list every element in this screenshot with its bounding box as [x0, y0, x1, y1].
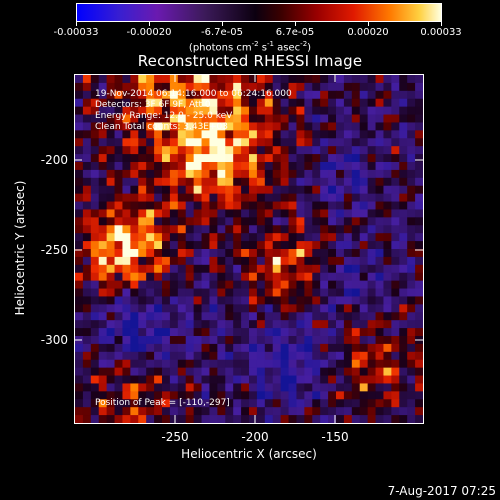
plot-title: Reconstructed RHESSI Image [137, 52, 363, 70]
colorbar-tick-label: -0.00020 [126, 27, 172, 38]
y-tick-label: -300 [40, 333, 68, 347]
annotation-time: 19-Nov-2014 06:14:16.000 to 06:24:16.000 [95, 89, 292, 99]
colorbar-ticks [76, 21, 442, 27]
colorbar-tick-label: 6.7e-05 [275, 27, 315, 38]
heatmap-canvas [75, 75, 423, 423]
colorbar [76, 3, 442, 22]
x-tick-label: -200 [241, 430, 269, 444]
x-tick-label: -150 [321, 430, 349, 444]
annotation-peak: Position of Peak = [-110,-297] [95, 398, 230, 408]
rhessi-image: 19-Nov-2014 06:14:16.000 to 06:24:16.000… [74, 74, 424, 424]
y-axis-label: Heliocentric Y (arcsec) [13, 180, 27, 316]
annotation-method: Clean Total counts: 3.43E+03 [95, 122, 228, 132]
colorbar-tick-label: 0.00033 [420, 27, 462, 38]
colorbar-tick-label: 0.00020 [347, 27, 389, 38]
annotation-energy: Energy Range: 12.0 - 25.0 keV [95, 111, 233, 121]
annotation-detectors: Detectors: 3F 6F 9F, Att 0 [95, 100, 211, 110]
x-tick-label: -250 [161, 430, 189, 444]
timestamp: 7-Aug-2017 07:25 [387, 484, 496, 498]
colorbar-units: (photons cm-2 s-1 asec-2) [188, 40, 312, 54]
x-axis-label: Heliocentric X (arcsec) [181, 447, 317, 461]
y-tick-label: -250 [40, 243, 68, 257]
colorbar-tick-label: -6.7e-05 [201, 27, 243, 38]
colorbar-tick-label: -0.00033 [53, 27, 99, 38]
y-tick-label: -200 [40, 153, 68, 167]
